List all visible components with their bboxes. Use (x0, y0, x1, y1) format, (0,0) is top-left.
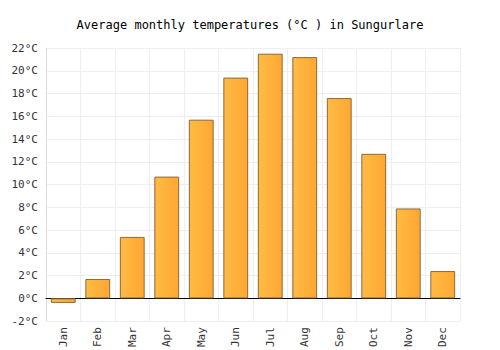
svg-text:18°C: 18°C (12, 87, 39, 100)
svg-text:6°C: 6°C (18, 224, 38, 237)
svg-text:Jan: Jan (57, 327, 70, 347)
svg-text:22°C: 22°C (12, 42, 39, 55)
svg-text:10°C: 10°C (12, 178, 39, 191)
svg-text:Nov: Nov (402, 327, 415, 347)
svg-text:Average monthly temperatures (: Average monthly temperatures (°C ) in Su… (77, 18, 424, 32)
svg-text:Apr: Apr (160, 327, 173, 347)
svg-text:Feb: Feb (91, 327, 104, 347)
svg-text:0°C: 0°C (18, 292, 38, 305)
svg-text:12°C: 12°C (12, 155, 39, 168)
svg-text:20°C: 20°C (12, 64, 39, 77)
svg-text:14°C: 14°C (12, 133, 39, 146)
svg-text:May: May (195, 327, 208, 347)
svg-text:16°C: 16°C (12, 110, 39, 123)
svg-text:Dec: Dec (436, 327, 449, 347)
svg-text:Mar: Mar (126, 327, 139, 347)
svg-text:Oct: Oct (367, 327, 380, 347)
svg-text:Sep: Sep (333, 327, 346, 347)
svg-text:2°C: 2°C (18, 269, 38, 282)
svg-text:Jun: Jun (229, 327, 242, 347)
svg-text:Jul: Jul (264, 327, 277, 347)
svg-text:4°C: 4°C (18, 246, 38, 259)
svg-text:8°C: 8°C (18, 201, 38, 214)
svg-text:Aug: Aug (298, 327, 311, 347)
svg-text:-2°C: -2°C (12, 315, 39, 328)
